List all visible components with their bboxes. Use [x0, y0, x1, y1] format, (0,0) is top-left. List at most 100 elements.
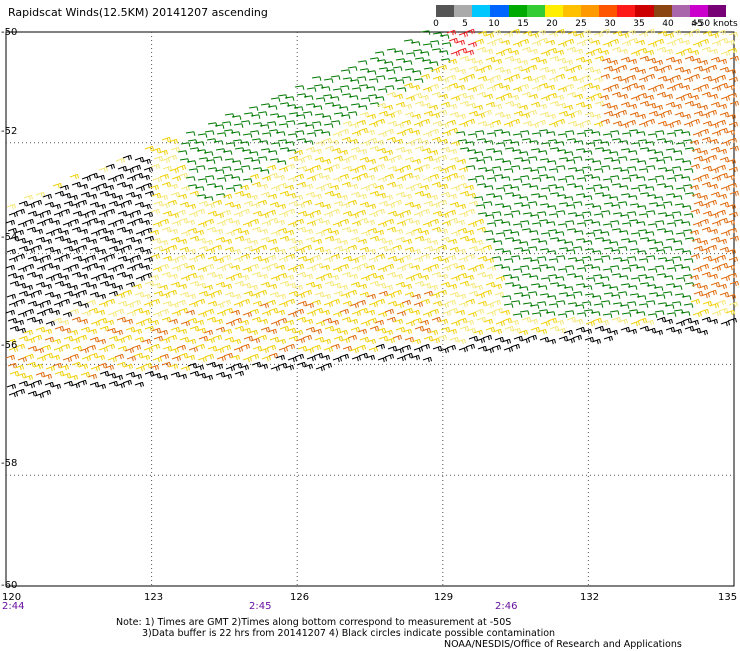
- wind-barb: [187, 362, 197, 369]
- wind-barb: [259, 169, 270, 174]
- wind-barb: [492, 150, 503, 155]
- wind-barb: [601, 57, 611, 64]
- wind-barb: [608, 329, 618, 336]
- wind-barb: [557, 223, 568, 228]
- wind-barb: [5, 219, 15, 226]
- wind-barb: [446, 164, 456, 171]
- wind-barb: [222, 238, 232, 245]
- wind-barb: [720, 140, 730, 147]
- wind-barb: [662, 291, 673, 296]
- wind-barb: [555, 118, 565, 125]
- wind-barb: [215, 236, 225, 243]
- wind-barb: [527, 334, 537, 341]
- wind-barb: [249, 263, 259, 270]
- wind-barb: [185, 131, 196, 136]
- wind-barb: [232, 362, 242, 369]
- wind-barb: [314, 336, 324, 343]
- wind-barb: [698, 194, 708, 201]
- wind-barb: [600, 165, 611, 170]
- wind-barb: [638, 121, 648, 128]
- wind-barb: [25, 292, 35, 299]
- wind-barb: [368, 211, 378, 218]
- wind-barb: [482, 244, 492, 251]
- wind-barb: [261, 265, 271, 272]
- wind-barb: [536, 301, 547, 306]
- wind-barb: [627, 58, 637, 65]
- wind-barb: [727, 47, 737, 54]
- wind-barb: [374, 51, 385, 56]
- wind-barb: [716, 254, 726, 261]
- wind-barb: [293, 239, 303, 246]
- wind-barb: [681, 250, 692, 255]
- wind-barb: [413, 166, 423, 173]
- wind-barb: [161, 271, 171, 278]
- wind-barb: [232, 227, 242, 234]
- wind-barb: [350, 281, 360, 288]
- wind-barb: [206, 361, 216, 368]
- wind-barb: [141, 158, 151, 165]
- wind-barb: [666, 267, 677, 272]
- wind-barb: [682, 274, 693, 279]
- wind-barb: [655, 294, 666, 299]
- wind-barb: [617, 291, 628, 296]
- wind-barb: [177, 150, 188, 155]
- wind-barb: [233, 123, 244, 128]
- wind-barb: [585, 142, 596, 147]
- wind-barb: [323, 301, 333, 308]
- wind-barb: [270, 275, 280, 282]
- wind-barb: [700, 202, 710, 209]
- wind-barb: [503, 121, 513, 128]
- wind-barb: [572, 156, 583, 161]
- wind-barb: [160, 157, 170, 164]
- wind-barb: [403, 172, 413, 179]
- wind-barb: [585, 277, 596, 282]
- wind-barb: [386, 226, 396, 233]
- wind-barb: [684, 325, 694, 332]
- wind-barb: [609, 310, 620, 315]
- wind-barb: [538, 82, 548, 89]
- wind-barb: [134, 291, 144, 298]
- wind-barb: [725, 219, 735, 226]
- wind-barb: [295, 202, 305, 209]
- wind-barb: [437, 199, 447, 206]
- wind-barb: [123, 318, 133, 325]
- wind-barb: [126, 265, 136, 272]
- wind-barb: [600, 210, 611, 215]
- wind-barb: [440, 58, 451, 63]
- wind-barb: [72, 345, 82, 352]
- wind-barb: [203, 284, 213, 291]
- wind-barb: [241, 327, 251, 334]
- wind-barb: [225, 320, 235, 327]
- wind-barb: [89, 201, 99, 208]
- wind-barb: [320, 264, 330, 271]
- wind-barb: [438, 50, 449, 55]
- wind-barb: [79, 302, 89, 309]
- wind-barb: [305, 146, 315, 153]
- wind-barb: [537, 195, 548, 200]
- wind-barb: [585, 320, 595, 327]
- wind-barb: [465, 298, 475, 305]
- wind-barb: [414, 325, 424, 332]
- wind-barb: [216, 220, 226, 227]
- wind-barb: [266, 164, 276, 171]
- wind-barb: [636, 160, 647, 165]
- wind-barb: [495, 50, 505, 57]
- wind-barb: [591, 295, 602, 300]
- wind-barb: [672, 150, 683, 155]
- wind-barb: [684, 100, 694, 107]
- wind-barb: [278, 211, 288, 218]
- wind-barb: [277, 227, 287, 234]
- wind-barb: [386, 181, 396, 188]
- wind-barb: [216, 132, 227, 137]
- wind-barb: [312, 238, 322, 245]
- wind-barb: [590, 131, 601, 136]
- wind-barb: [149, 364, 159, 371]
- wind-barb: [95, 174, 105, 181]
- wind-barb: [295, 292, 305, 299]
- wind-barb: [401, 254, 411, 261]
- wind-barb: [158, 194, 168, 201]
- wind-barb: [725, 309, 735, 316]
- wind-barb: [599, 94, 609, 101]
- wind-barb: [285, 120, 296, 125]
- wind-barb: [125, 326, 135, 333]
